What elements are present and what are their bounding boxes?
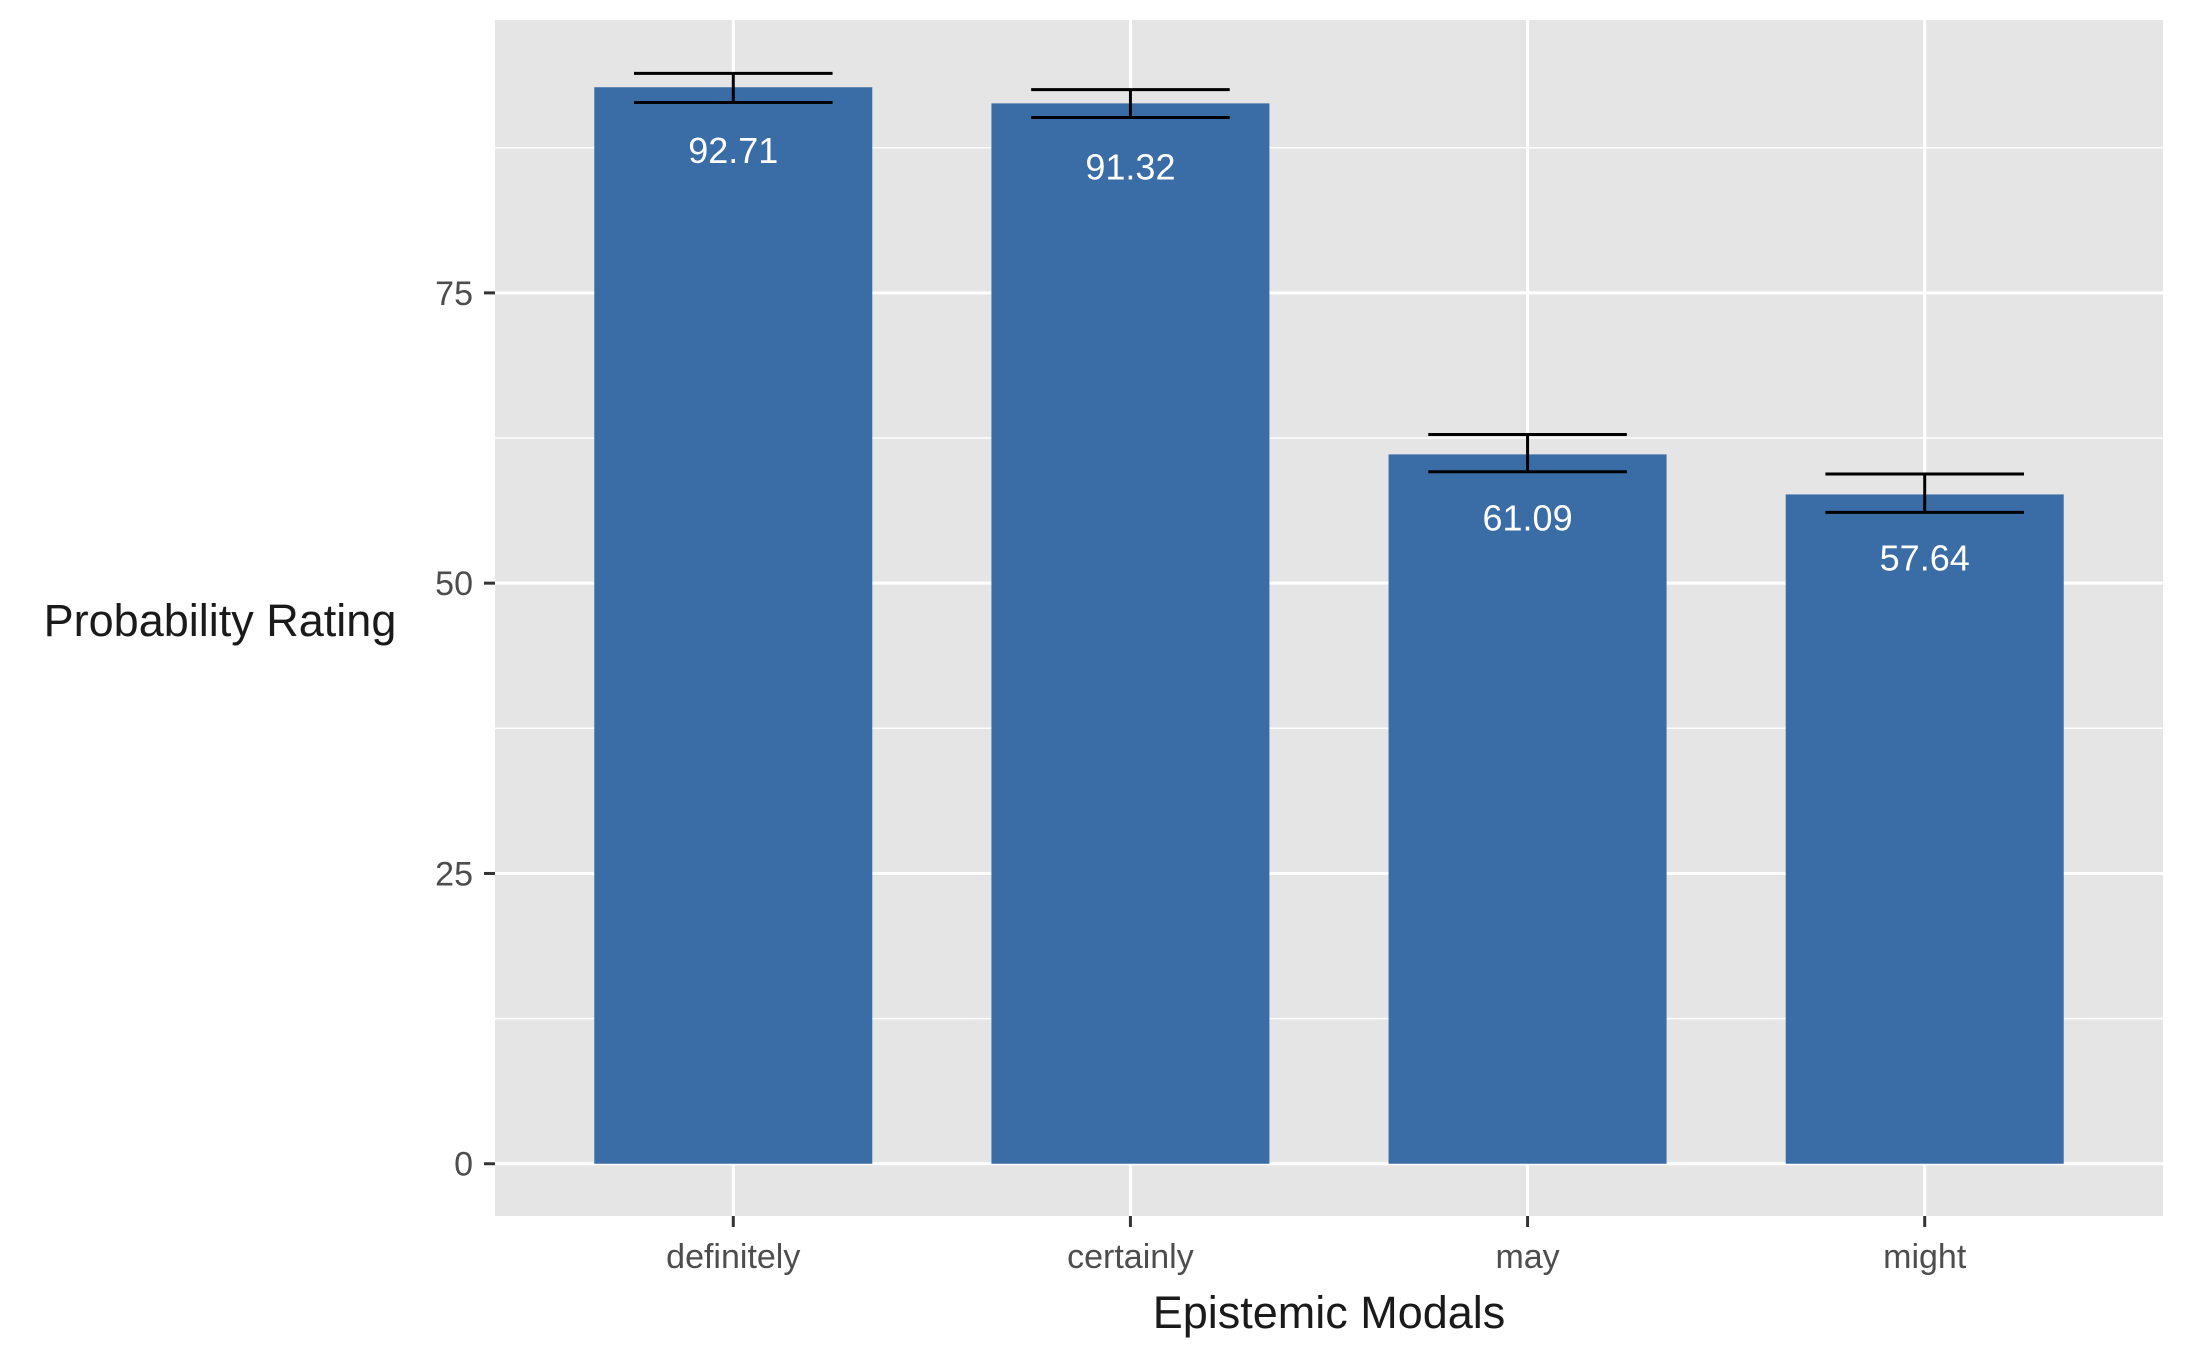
bar-value-label: 91.32 bbox=[1085, 146, 1175, 187]
y-tick-label: 0 bbox=[454, 1146, 473, 1184]
bars bbox=[594, 87, 2064, 1164]
x-tick-label: definitely bbox=[666, 1238, 800, 1276]
bar-might bbox=[1785, 494, 2064, 1164]
bar-definitely bbox=[594, 87, 873, 1164]
x-tick-label: might bbox=[1883, 1238, 1967, 1276]
error-bar-definitely bbox=[634, 71, 833, 104]
y-tick-label: 50 bbox=[435, 565, 473, 603]
error-bar-may bbox=[1428, 433, 1627, 474]
bar-certainly bbox=[991, 103, 1270, 1164]
x-tick-label: certainly bbox=[1067, 1238, 1194, 1276]
error-bar-might bbox=[1825, 472, 2024, 514]
x-tick-label: may bbox=[1495, 1238, 1559, 1276]
bar-value-label: 92.71 bbox=[688, 130, 778, 171]
bar-labels: 92.71 91.32 61.09 57.64 bbox=[688, 130, 1970, 578]
error-bars bbox=[634, 71, 2024, 514]
y-tick-label: 75 bbox=[435, 275, 473, 313]
bar-value-label: 61.09 bbox=[1483, 497, 1573, 538]
y-tick-label: 25 bbox=[435, 855, 473, 893]
error-bar-certainly bbox=[1031, 88, 1230, 120]
y-axis: 0 25 50 75 bbox=[435, 275, 495, 1184]
x-axis-title: Epistemic Modals bbox=[1153, 1287, 1506, 1338]
bar-value-label: 57.64 bbox=[1880, 537, 1970, 578]
x-axis: definitely certainly may might bbox=[666, 1216, 1967, 1276]
y-axis-title: Probability Rating bbox=[44, 595, 397, 646]
bar-may bbox=[1388, 454, 1667, 1164]
